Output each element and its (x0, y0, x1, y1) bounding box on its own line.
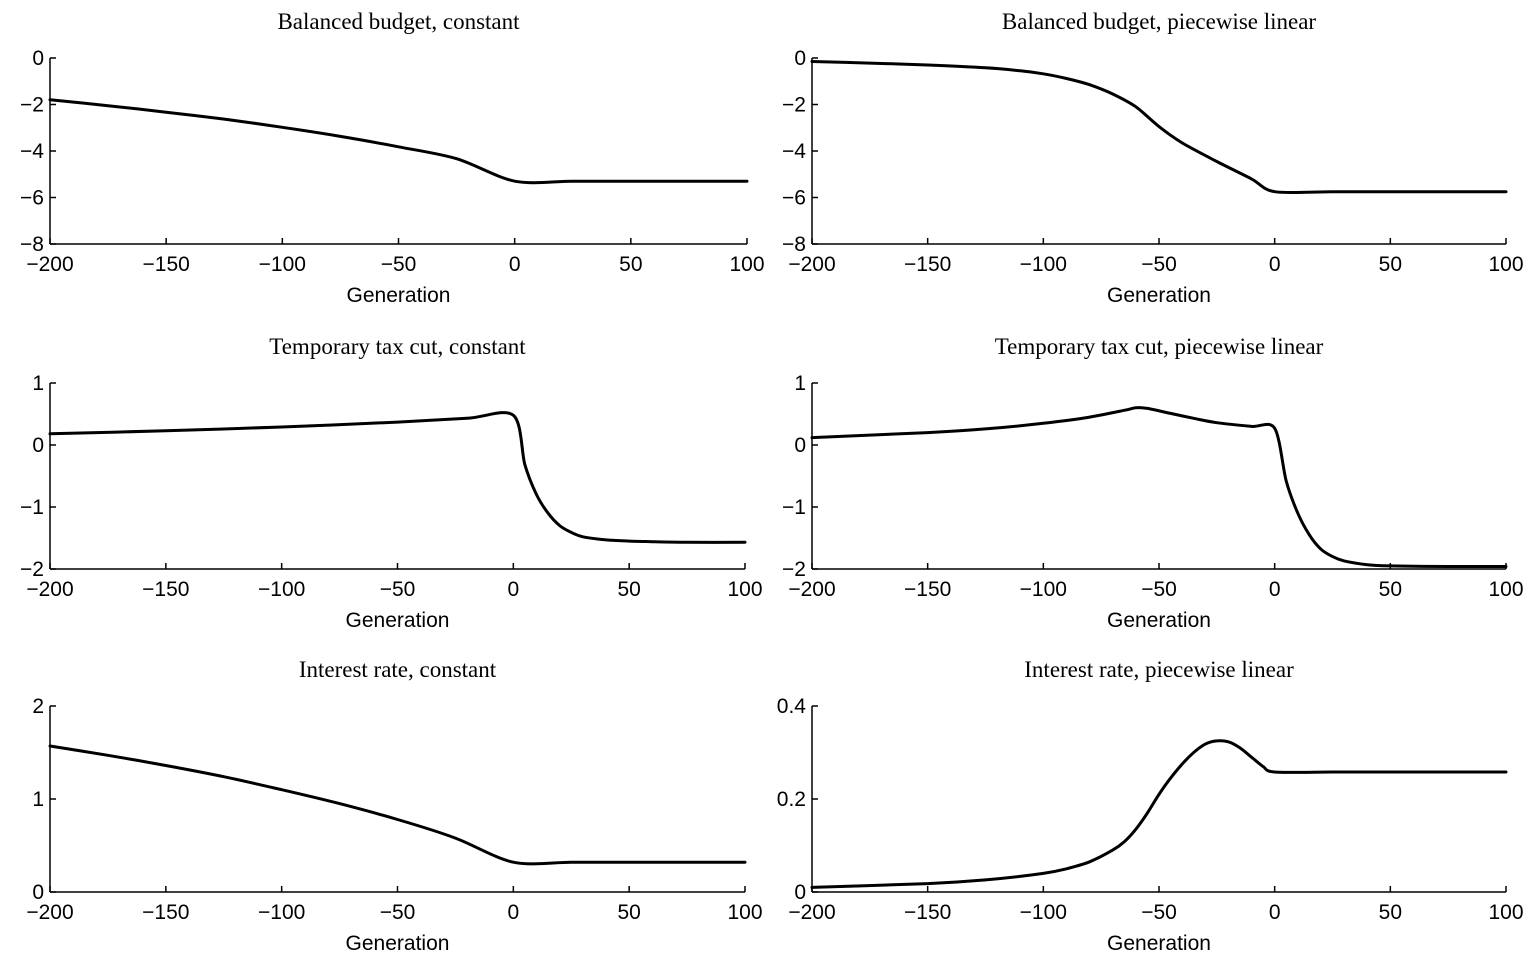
x-tick-label: −50 (1141, 578, 1177, 601)
x-axis-label: Generation (346, 609, 450, 632)
series-line-1 (48, 411, 747, 544)
x-tick-label: 50 (617, 901, 640, 924)
x-tick-label: 100 (1488, 901, 1523, 924)
subplot-1: Balanced budget, constant−200 −150 −100 −50… (20, 9, 764, 307)
y-tick-label: 0.2 (777, 788, 806, 811)
x-tick-label: −50 (380, 578, 416, 601)
y-tick-label: 0 (32, 881, 44, 904)
x-tick-label: −50 (1141, 253, 1177, 276)
y-tick-label: −8 (20, 233, 44, 256)
x-axis-label: Generation (346, 932, 450, 955)
series-line-1 (810, 60, 1508, 195)
y-tick-label: −1 (782, 496, 806, 519)
y-tick-label: 0 (794, 47, 806, 70)
x-tick-label: −200 (26, 578, 73, 601)
x-axis-label: Generation (1107, 932, 1211, 955)
x-tick-label: 0 (509, 253, 521, 276)
x-tick-label: −100 (258, 578, 305, 601)
x-tick-label: −100 (259, 253, 306, 276)
x-tick-label: 100 (727, 578, 762, 601)
y-tick-label: −2 (782, 94, 806, 117)
y-tick-label: 1 (32, 788, 44, 811)
y-tick-label: 2 (32, 695, 44, 718)
x-tick-label: 100 (729, 253, 764, 276)
x-tick-label: 50 (1379, 253, 1402, 276)
subplot-title: Interest rate, constant (299, 657, 497, 682)
x-tick-label: −100 (1020, 253, 1067, 276)
x-tick-label: −100 (258, 901, 305, 924)
y-tick-label: 1 (794, 372, 806, 395)
x-tick-label: −200 (788, 578, 835, 601)
y-tick-label: −2 (20, 94, 44, 117)
y-tick-label: 0 (794, 881, 806, 904)
y-tick-label: −4 (782, 140, 806, 163)
subplot-title: Balanced budget, piecewise linear (1002, 9, 1317, 34)
series-line-1 (48, 98, 749, 185)
y-tick-label: 0 (32, 47, 44, 70)
x-tick-label: 50 (1379, 901, 1402, 924)
x-tick-label: −100 (1020, 578, 1067, 601)
x-tick-label: −200 (788, 253, 835, 276)
x-tick-label: 0 (507, 578, 519, 601)
y-tick-label: −6 (20, 187, 44, 210)
y-tick-label: −2 (20, 558, 44, 581)
x-tick-label: 100 (1488, 578, 1523, 601)
subplot-title: Interest rate, piecewise linear (1024, 657, 1294, 682)
series-line-1 (48, 744, 747, 866)
subplot-title: Balanced budget, constant (277, 9, 520, 34)
x-tick-label: 0 (507, 901, 519, 924)
x-tick-label: −150 (904, 253, 951, 276)
x-tick-label: −150 (142, 901, 189, 924)
x-axis-label: Generation (347, 284, 451, 307)
x-axis-label: Generation (1107, 609, 1211, 632)
y-tick-label: 0 (794, 434, 806, 457)
x-tick-label: 100 (727, 901, 762, 924)
x-tick-label: −150 (904, 901, 951, 924)
x-tick-label: −100 (1020, 901, 1067, 924)
subplot-title: Temporary tax cut, piecewise linear (995, 334, 1324, 359)
y-tick-label: −4 (20, 140, 44, 163)
series-line-1 (810, 739, 1508, 889)
x-tick-label: 0 (1269, 253, 1281, 276)
x-tick-label: −150 (142, 578, 189, 601)
subplot-3: Temporary tax cut, constant−200 −150 −100−… (20, 334, 762, 632)
subplot-6: Interest rate, piecewise linear −200 −150 −… (777, 657, 1524, 955)
subplot-title: Temporary tax cut, constant (269, 334, 526, 359)
x-tick-label: −50 (380, 901, 416, 924)
x-tick-label: −50 (381, 253, 417, 276)
subplot-5: Interest rate, constant −200 −150 −100 −50 0 5… (26, 657, 762, 955)
x-tick-label: −200 (788, 901, 835, 924)
x-tick-label: 0 (1269, 901, 1281, 924)
y-tick-label: −2 (782, 558, 806, 581)
y-tick-label: −8 (782, 233, 806, 256)
series-line-1 (810, 406, 1508, 569)
x-axis-label: Generation (1107, 284, 1211, 307)
x-tick-label: −200 (26, 253, 73, 276)
x-tick-label: 50 (1379, 578, 1402, 601)
y-tick-label: 1 (32, 372, 44, 395)
y-tick-label: 0 (32, 434, 44, 457)
x-tick-label: 100 (1488, 253, 1523, 276)
y-tick-label: 0.4 (777, 695, 807, 718)
x-tick-label: 0 (1269, 578, 1281, 601)
subplot-4: Temporary tax cut, piecewise linear−200−… (782, 334, 1523, 632)
subplot-2: Balanced budget, piecewise linear−200 −15… (782, 9, 1523, 307)
y-tick-label: −6 (782, 187, 806, 210)
x-tick-label: −50 (1141, 901, 1177, 924)
y-tick-label: −1 (20, 496, 44, 519)
x-tick-label: −150 (143, 253, 190, 276)
x-tick-label: −150 (904, 578, 951, 601)
x-tick-label: −200 (26, 901, 73, 924)
x-tick-label: 50 (619, 253, 642, 276)
x-tick-label: 50 (617, 578, 640, 601)
